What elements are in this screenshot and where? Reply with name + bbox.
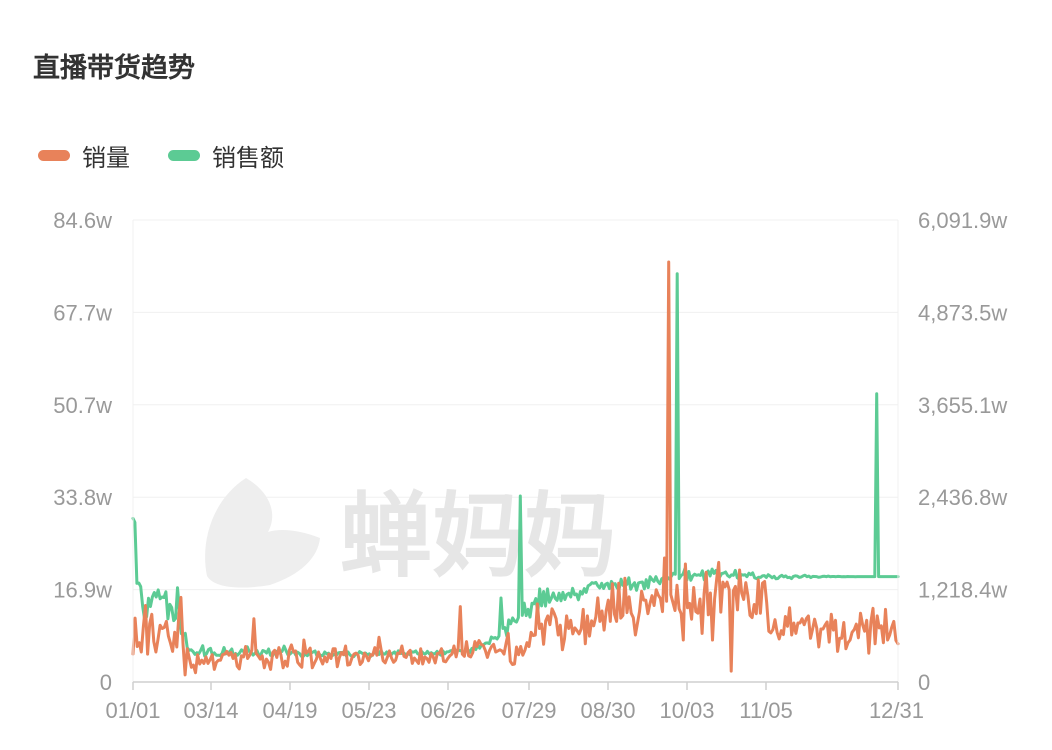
x-tick-label: 10/03 (659, 698, 714, 723)
grid-lines (133, 219, 898, 591)
y-right-tick-label: 2,436.8w (918, 485, 1007, 510)
legend-swatch-sales-amount (168, 150, 200, 161)
series-line-sales-amount (131, 272, 900, 659)
x-tick-label: 04/19 (262, 698, 317, 723)
watermark-logo-icon (205, 478, 320, 588)
y-left-tick-label: 33.8w (53, 485, 112, 510)
y-right-tick-label: 1,218.4w (918, 578, 1007, 603)
y-left-tick-label: 50.7w (53, 393, 112, 418)
y-right-tick-label: 6,091.9w (918, 208, 1007, 233)
x-tick-label: 05/23 (341, 698, 396, 723)
x-tick-label: 06/26 (420, 698, 475, 723)
y-right-tick-label: 4,873.5w (918, 300, 1007, 325)
series-group (131, 260, 900, 677)
x-tick-label: 11/05 (739, 698, 792, 723)
series-line-sales-volume (131, 260, 900, 677)
watermark-text: 蝉妈妈 (340, 483, 616, 590)
x-tick-label: 07/29 (501, 698, 556, 723)
legend-item-sales-volume[interactable]: 销量 (38, 138, 130, 173)
legend-item-sales-amount[interactable]: 销售额 (168, 138, 284, 173)
x-tick-label: 01/01 (105, 698, 160, 723)
chart-legend: 销量 销售额 (38, 138, 322, 173)
y-left-tick-label: 16.9w (53, 578, 112, 603)
watermark: 蝉妈妈 (205, 478, 616, 590)
x-tick-label: 03/14 (183, 698, 238, 723)
legend-label-sales-amount: 销售额 (212, 145, 284, 172)
y-left-tick-label: 84.6w (53, 208, 112, 233)
y-right-tick-label: 3,655.1w (918, 393, 1007, 418)
y-right-tick-label: 0 (918, 670, 930, 695)
legend-swatch-sales-volume (38, 150, 70, 161)
x-tick-label: 08/30 (580, 698, 635, 723)
legend-label-sales-volume: 销量 (82, 145, 130, 172)
axes: 0 0 16.9w 1,218.4w 33.8w 2,436.8w 50.7w 3,655.1… (53, 208, 1007, 723)
y-left-tick-label: 0 (100, 670, 112, 695)
x-tick-label: 12/31 (869, 698, 924, 723)
y-left-tick-label: 67.7w (53, 300, 112, 325)
page-title: 直播带货趋势 (33, 53, 195, 83)
